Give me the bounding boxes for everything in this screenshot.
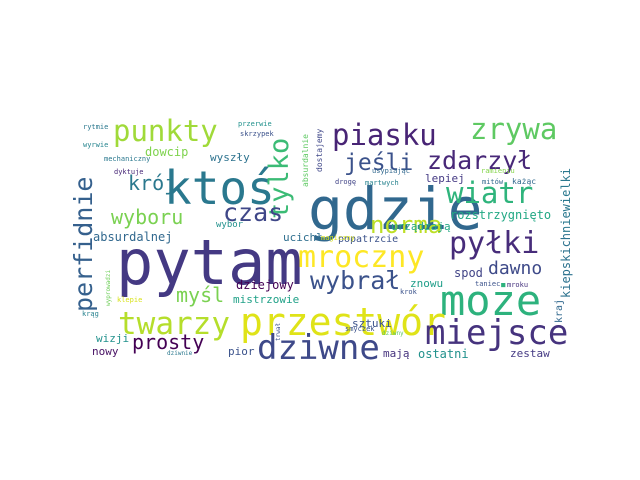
word-punkty: punkty [113,114,218,148]
word-kazac: każąc [512,177,537,186]
word-prosty: prosty [132,330,205,354]
word-taniec: taniec [475,280,501,288]
word-moze: może [440,276,542,325]
word-kraj: kraj [554,298,565,323]
word-pylki: pyłki [449,226,540,261]
word-skrzypek: skrzypek [240,130,274,138]
word-popatrzcie: popatrzcie [338,234,399,245]
word-dowcip: dowcip [145,145,189,159]
word-wyprowadzi: wyprowadzi [105,269,112,306]
word-urzadzaja: urządzają [391,220,451,233]
word-smyczek: smyczek [345,325,375,333]
word-wybor: wybór [216,220,244,230]
word-martwych: martwych [365,179,399,187]
word-ostatni: ostatni [418,347,469,361]
word-mechaniczny: mechaniczny [104,155,151,163]
word-perfidnie: perfidnie [69,176,98,312]
word-wyboru: wyboru [111,205,184,229]
word-wizji: wizji [96,332,130,345]
word-rozstrzygnieto: rozstrzygnięto [450,208,552,222]
word-ucichl: ucichł [283,231,323,244]
word-usypiajac: usypiając [372,167,410,175]
word-wyszly: wyszły [210,151,250,164]
word-miejsce: miejsce [425,313,569,353]
word-absurdalnej: absurdalnej [93,230,173,244]
word-czas: czas [223,198,284,227]
word-dziwnie: dziwnie [167,350,193,357]
word-przerwie: przerwie [238,120,272,128]
word-mistrzowie: mistrzowie [233,293,300,306]
word-jesli: jeśli [344,150,414,176]
word-mroczny: mroczny [298,240,425,275]
word-mroku: mroku [507,281,529,289]
word-dziwny: dziwny [382,330,404,337]
word-mysl: myśl [176,283,225,307]
word-dyktuje: dyktuje [114,168,144,176]
word-sztuki: sztuki [352,317,392,330]
word-dziwne: dziwne [257,328,380,368]
word-ramieniu: ramieniu [481,167,515,175]
word-zrywa: zrywa [470,112,558,146]
word-pytam: pytam [116,226,303,299]
word-twarzy: twarzy [118,306,230,342]
word-cloud: pytam gdzie ktoś może przestwór dziwne m… [69,112,576,368]
word-dostajemy: dostajemy [315,128,324,172]
word-mitow: mitów [482,178,504,186]
word-absurdalnie: absurdalnie [301,134,310,187]
word-ktos: ktoś [164,161,275,215]
word-kroj: krój [128,171,177,195]
word-magiczny: magiczny [321,234,355,242]
word-wybral: wybrał [310,266,401,295]
word-pior: pior [228,345,255,358]
word-gdzie: gdzie [308,175,483,243]
word-przestwor: przestwór [240,300,446,344]
word-maja: mają [383,347,410,360]
word-krag: krąg [82,310,99,318]
word-znowu: znowu [410,277,444,290]
word-norma: norma [370,211,443,239]
word-zestaw: zestaw [510,347,550,360]
word-rytmie: rytmie [83,123,109,131]
word-klepie: klepie [117,296,143,304]
word-dziejowy: dziejowy [236,278,294,292]
word-droge: drogę [335,178,357,186]
word-niewielki: niewielki [559,167,573,233]
word-spod: spod [454,266,483,280]
word-piasku: piasku [332,118,437,152]
word-zdarzyl: zdarzył [427,146,533,175]
word-krok: krok [400,288,417,296]
word-kiepskich: kiepskich [559,232,573,298]
word-nowy: nowy [92,345,119,358]
word-wyrwie: wyrwie [83,141,109,149]
word-lepiej: lepiej [425,172,465,185]
word-dawno: dawno [488,258,543,279]
word-wiatr: wiatr [446,176,534,210]
word-trwal: trwał [275,322,282,341]
